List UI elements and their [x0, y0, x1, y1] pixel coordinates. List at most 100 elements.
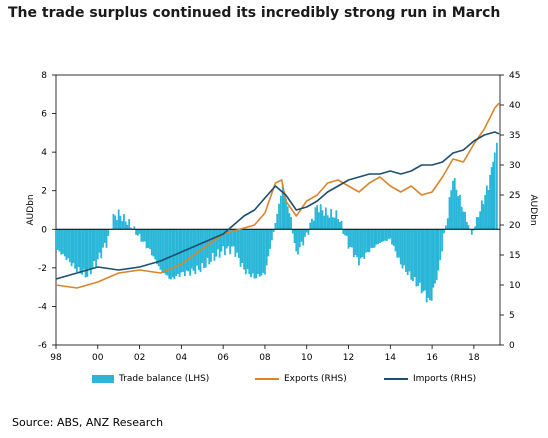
bar	[197, 229, 200, 270]
legend-label-trade-balance: Trade balance (LHS)	[119, 374, 210, 384]
bar	[489, 174, 491, 230]
bar	[91, 229, 94, 269]
bar	[124, 221, 127, 230]
bar	[58, 229, 61, 252]
bar	[285, 198, 287, 230]
bar	[403, 229, 406, 266]
bar	[448, 197, 451, 230]
bar	[434, 229, 436, 284]
bar	[227, 229, 230, 247]
bar	[232, 229, 235, 247]
bar	[274, 223, 277, 230]
bar	[290, 217, 292, 230]
bar	[430, 229, 433, 301]
bar	[96, 229, 99, 260]
bar	[218, 229, 221, 258]
bar	[283, 191, 286, 230]
bar	[335, 210, 338, 230]
left-tick-label: 2	[41, 187, 47, 197]
bar	[482, 204, 485, 230]
x-tick-label: 00	[92, 353, 104, 363]
right-tick-label: 40	[509, 101, 521, 111]
bar	[208, 229, 211, 265]
bar	[67, 229, 70, 259]
bar	[460, 206, 463, 230]
bar	[98, 229, 101, 253]
bar	[114, 215, 117, 230]
bar	[69, 229, 71, 263]
bar	[234, 229, 237, 257]
x-tick-label: 18	[468, 353, 480, 363]
bar	[387, 229, 390, 239]
bar	[384, 229, 386, 241]
bar	[305, 229, 308, 233]
bar	[119, 215, 122, 230]
bar	[318, 212, 320, 230]
legend-label-imports: Imports (RHS)	[413, 374, 477, 384]
bar	[487, 189, 490, 230]
x-tick-label: 10	[301, 353, 313, 363]
bar	[95, 229, 97, 268]
bar	[472, 229, 475, 231]
bar	[243, 229, 245, 270]
bar	[230, 229, 233, 247]
bar	[246, 229, 249, 270]
bar	[187, 229, 190, 272]
bar	[385, 229, 388, 241]
bar	[309, 222, 312, 230]
bar	[413, 229, 416, 278]
x-tick-label: 04	[176, 353, 188, 363]
bar	[465, 221, 468, 230]
bar	[396, 229, 399, 258]
bar	[492, 161, 495, 230]
bar	[222, 229, 225, 247]
bar	[435, 229, 438, 280]
bar	[140, 229, 143, 242]
bar	[241, 229, 244, 264]
bar	[437, 229, 440, 271]
bar	[171, 229, 174, 278]
bar	[354, 229, 357, 255]
bar	[258, 229, 261, 277]
bar	[168, 229, 171, 279]
bar	[298, 229, 301, 248]
bar	[93, 229, 96, 261]
bar	[457, 196, 460, 230]
bar	[391, 229, 393, 245]
bar	[490, 167, 493, 230]
bar	[314, 207, 317, 230]
bar	[477, 217, 480, 230]
bar	[470, 229, 473, 235]
bar	[166, 229, 169, 276]
bar	[55, 229, 57, 249]
bar	[484, 194, 487, 230]
bar	[210, 229, 212, 262]
x-tick-label: 02	[134, 353, 145, 363]
x-tick-label: 16	[426, 353, 438, 363]
bar	[366, 229, 369, 253]
imports-line	[55, 131, 500, 280]
bar	[133, 226, 136, 230]
bar	[347, 229, 350, 249]
bar	[422, 229, 425, 292]
bar	[286, 206, 289, 230]
bar	[121, 221, 124, 230]
bar	[145, 229, 148, 249]
bar	[377, 229, 380, 245]
bar	[365, 229, 367, 253]
bar	[192, 229, 195, 271]
bar	[279, 195, 282, 230]
bar	[81, 229, 84, 275]
bar	[206, 229, 209, 258]
bar	[401, 229, 404, 269]
bar	[446, 218, 449, 230]
bar	[398, 229, 400, 258]
x-tick-label: 06	[217, 353, 229, 363]
bar	[223, 229, 226, 256]
bar	[493, 152, 496, 230]
bar	[480, 200, 483, 230]
bar	[479, 211, 482, 230]
x-tick-label: 98	[50, 353, 62, 363]
bar	[291, 229, 294, 234]
